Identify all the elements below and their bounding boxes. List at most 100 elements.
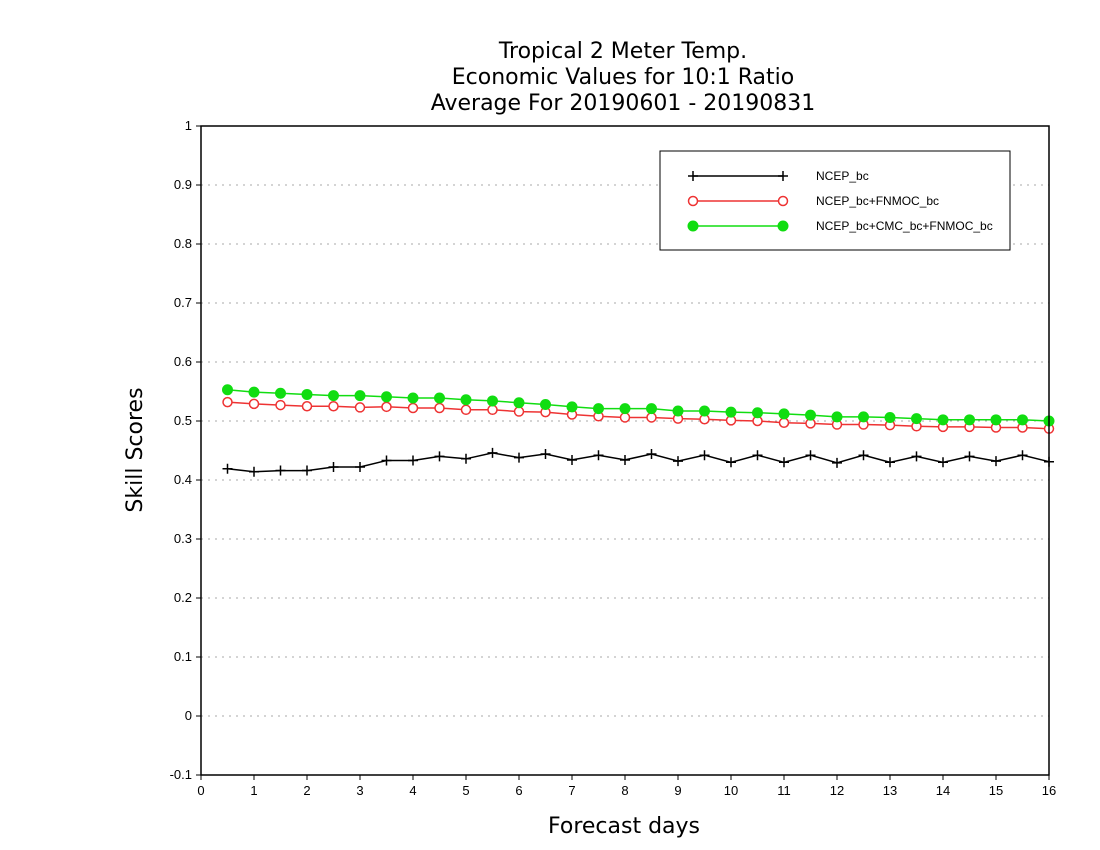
legend-marker: [777, 195, 789, 207]
data-point: [354, 390, 366, 402]
series-ncep-bc-cmc-bc-fnmoc-bc: [222, 384, 1055, 427]
x-tick-label: 3: [356, 783, 363, 798]
legend-label: NCEP_bc+FNMOC_bc: [816, 194, 939, 208]
series-line: [227, 388, 1050, 422]
data-point: [646, 449, 657, 460]
data-point: [1017, 450, 1028, 461]
data-point: [381, 391, 392, 403]
data-point: [778, 417, 790, 429]
data-point: [222, 384, 233, 396]
data-point: [460, 404, 472, 416]
data-point: [619, 412, 631, 423]
series-ncep-bc: [222, 447, 1054, 477]
x-tick-label: 0: [197, 783, 204, 798]
y-tick-label: 0.1: [174, 649, 192, 664]
data-point: [354, 402, 366, 413]
data-point: [964, 451, 975, 462]
data-point: [805, 450, 816, 461]
data-point: [513, 397, 525, 409]
data-point: [275, 465, 286, 476]
data-point: [328, 401, 339, 412]
x-tick-label: 11: [777, 783, 791, 798]
x-tick-label: 1: [250, 783, 257, 798]
data-point: [673, 456, 683, 467]
grid-layer: [201, 184, 1049, 717]
x-tick-label: 7: [568, 783, 575, 798]
data-point: [275, 399, 286, 411]
y-tick-label: 0.8: [174, 236, 192, 251]
y-tick-label: 0.2: [174, 590, 192, 605]
legend-marker: [687, 220, 699, 232]
data-point: [540, 449, 551, 460]
data-point: [646, 403, 657, 415]
data-point: [885, 457, 895, 468]
series-layer: [222, 384, 1055, 477]
data-point: [487, 395, 498, 407]
data-point: [461, 453, 471, 464]
data-point: [805, 409, 816, 421]
data-point: [778, 408, 790, 420]
legend-label: NCEP_bc: [816, 169, 869, 183]
y-tick-label: 0.6: [174, 354, 192, 369]
data-point: [460, 394, 472, 406]
data-point: [514, 452, 524, 463]
y-tick-label: 0.9: [174, 177, 192, 192]
chart-title-line-2: Economic Values for 10:1 Ratio: [452, 65, 794, 90]
data-point: [249, 466, 259, 477]
data-point: [593, 450, 604, 461]
x-tick-label: 6: [515, 783, 522, 798]
data-point: [302, 465, 312, 476]
legend-entry: NCEP_bc+FNMOC_bc: [687, 194, 939, 208]
data-point: [620, 454, 630, 465]
legend-marker: [687, 195, 699, 207]
data-point: [964, 414, 975, 426]
x-tick-label: 14: [936, 783, 950, 798]
x-tick-label: 5: [462, 783, 469, 798]
x-tick-label: 8: [621, 783, 628, 798]
data-point: [566, 401, 578, 413]
legend-entry: NCEP_bc: [688, 169, 869, 183]
legend-marker: [778, 171, 788, 181]
data-point: [752, 407, 763, 419]
legend-label: NCEP_bc+CMC_bc+FNMOC_bc: [816, 219, 993, 233]
data-point: [911, 451, 922, 462]
data-point: [328, 390, 339, 402]
data-point: [567, 454, 577, 465]
data-point: [513, 406, 525, 417]
data-point: [328, 462, 339, 473]
data-point: [752, 450, 763, 461]
data-point: [938, 457, 948, 468]
data-point: [779, 457, 789, 468]
data-point: [540, 398, 551, 410]
data-point: [725, 406, 737, 418]
x-tick-label: 12: [830, 783, 844, 798]
data-point: [408, 455, 418, 466]
y-tick-label: 0.5: [174, 413, 192, 428]
data-point: [381, 401, 392, 413]
y-axis-label: Skill Scores: [123, 387, 148, 512]
y-tick-label: -0.1: [170, 767, 192, 782]
data-point: [832, 457, 842, 468]
series-line: [227, 452, 1050, 473]
legend-entry: NCEP_bc+CMC_bc+FNMOC_bc: [687, 219, 993, 233]
y-tick-label: 0: [185, 708, 192, 723]
data-point: [434, 402, 445, 414]
series-ncep-bc-fnmoc-bc: [222, 396, 1055, 434]
legend-marker: [688, 171, 698, 181]
y-tick-label: 0.3: [174, 531, 192, 546]
data-point: [407, 392, 419, 404]
data-point: [699, 405, 710, 417]
data-point: [301, 401, 313, 412]
x-tick-label: 2: [303, 783, 310, 798]
data-point: [990, 414, 1002, 426]
data-point: [487, 404, 498, 416]
data-point: [672, 405, 684, 417]
data-point: [831, 411, 843, 423]
legend: NCEP_bc NCEP_bc+FNMOC_bc NCEP_bc+CMC_bc+FN…: [659, 150, 1011, 251]
data-point: [222, 463, 233, 474]
data-point: [937, 414, 949, 426]
data-point: [646, 412, 657, 423]
data-point: [487, 447, 498, 458]
chart-title-line-3: Average For 20190601 - 20190831: [431, 91, 816, 116]
legend-marker: [777, 220, 789, 232]
